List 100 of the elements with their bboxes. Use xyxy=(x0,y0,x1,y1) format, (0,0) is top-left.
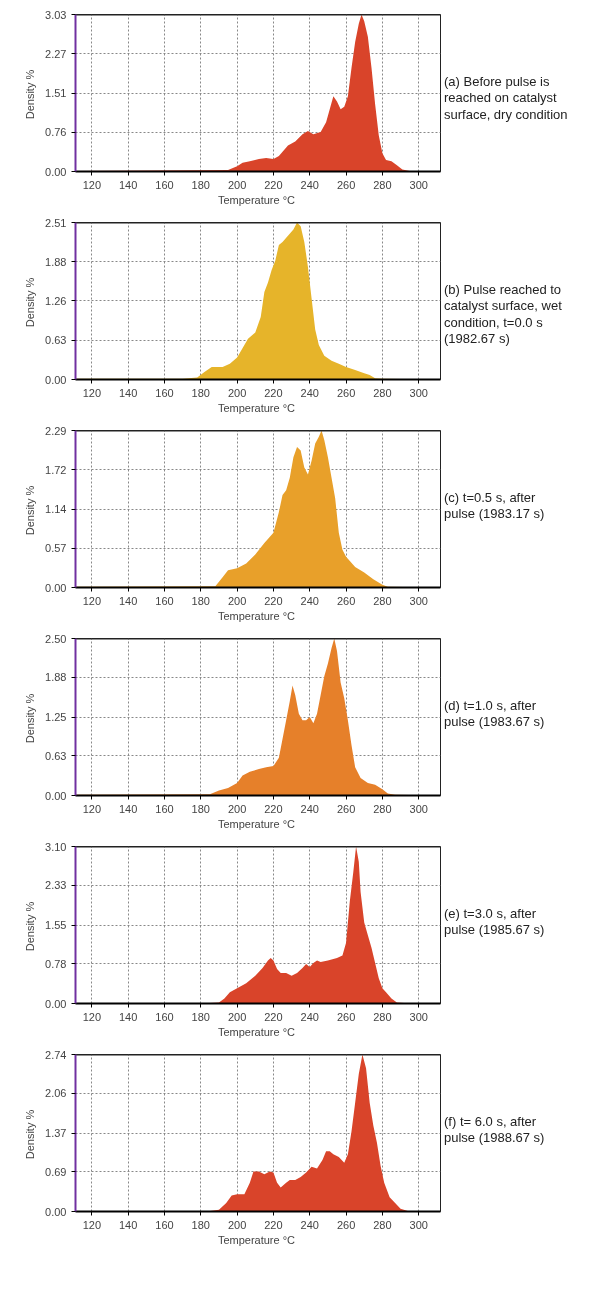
y-axis-title: Density % xyxy=(24,485,37,536)
x-tick-label: 160 xyxy=(155,178,174,191)
y-axis-title: Density % xyxy=(24,1109,37,1160)
x-tick-label: 140 xyxy=(118,1218,138,1231)
x-tick-label: 260 xyxy=(336,1010,356,1023)
y-tick-label: 0.78 xyxy=(45,958,67,970)
y-tick-label: 0.00 xyxy=(45,581,67,594)
x-tick-label: 240 xyxy=(300,1218,319,1231)
x-tick-label: 200 xyxy=(227,594,247,607)
y-tick-label: 3.10 xyxy=(45,840,67,853)
y-tick-label: 1.88 xyxy=(45,671,67,684)
x-tick-label: 140 xyxy=(118,178,138,191)
y-tick-label: 0.00 xyxy=(45,997,67,1010)
x-tick-label: 200 xyxy=(227,178,247,191)
x-tick-label: 220 xyxy=(264,386,283,399)
x-tick-label: 120 xyxy=(82,178,102,191)
x-tick-label: 140 xyxy=(118,594,138,607)
x-tick-label: 240 xyxy=(300,178,319,191)
x-tick-label: 180 xyxy=(191,594,210,607)
x-tick-label: 160 xyxy=(155,386,174,399)
x-tick-label: 140 xyxy=(118,802,138,815)
x-tick-label: 120 xyxy=(82,386,102,399)
y-tick-label: 2.51 xyxy=(45,216,67,229)
x-tick-label: 200 xyxy=(227,1218,247,1231)
y-tick-label: 3.03 xyxy=(45,8,67,21)
y-tick-label: 1.14 xyxy=(45,503,67,516)
x-tick-label: 160 xyxy=(155,1010,174,1023)
text: (e) t=3.0 s, after pulse (1985.67 s) xyxy=(444,906,545,939)
x-tick-label: 240 xyxy=(300,802,319,815)
x-tick-label: 220 xyxy=(264,594,283,607)
y-tick-label: 2.06 xyxy=(45,1087,67,1100)
x-axis-title: Temperature °C xyxy=(217,817,296,830)
x-tick-label: 280 xyxy=(373,386,392,399)
y-tick-label: 2.33 xyxy=(45,879,67,892)
x-tick-label: 120 xyxy=(82,1218,102,1231)
y-tick-label: 1.25 xyxy=(45,711,67,723)
x-tick-label: 280 xyxy=(373,1218,392,1231)
y-tick-label: 0.63 xyxy=(45,334,67,347)
y-tick-label: 2.29 xyxy=(45,424,67,437)
x-tick-label: 300 xyxy=(409,1010,428,1023)
x-tick-label: 180 xyxy=(191,178,210,191)
x-tick-label: 260 xyxy=(336,1218,356,1231)
x-axis-title: Temperature °C xyxy=(217,1025,296,1038)
text: (d) t=1.0 s, after pulse (1983.67 s) xyxy=(444,698,545,731)
y-tick-label: 0.57 xyxy=(45,542,67,555)
x-tick-label: 280 xyxy=(373,594,392,607)
x-axis-title: Temperature °C xyxy=(217,1233,296,1246)
y-tick-label: 2.74 xyxy=(45,1048,67,1061)
x-axis-title: Temperature °C xyxy=(217,609,296,622)
x-tick-label: 160 xyxy=(155,802,174,815)
x-tick-label: 120 xyxy=(82,594,102,607)
x-tick-label: 300 xyxy=(409,802,428,815)
x-tick-label: 180 xyxy=(191,1010,210,1023)
x-tick-label: 140 xyxy=(118,1010,138,1023)
y-tick-label: 2.50 xyxy=(45,632,67,645)
x-tick-label: 220 xyxy=(264,802,283,815)
x-axis-title: Temperature °C xyxy=(217,193,296,206)
x-tick-label: 260 xyxy=(336,386,356,399)
x-tick-label: 180 xyxy=(191,802,210,815)
text: (c) t=0.5 s, after pulse (1983.17 s) xyxy=(444,490,545,523)
y-tick-label: 1.72 xyxy=(45,463,67,476)
y-tick-label: 0.00 xyxy=(45,789,67,802)
x-tick-label: 180 xyxy=(191,386,210,399)
x-tick-label: 280 xyxy=(373,1010,392,1023)
y-tick-label: 1.88 xyxy=(45,255,67,268)
y-tick-label: 2.27 xyxy=(45,47,67,60)
x-axis-title: Temperature °C xyxy=(217,401,296,414)
x-tick-label: 260 xyxy=(336,178,356,191)
x-tick-label: 240 xyxy=(300,594,319,607)
y-tick-label: 1.51 xyxy=(45,87,67,100)
x-tick-label: 260 xyxy=(336,802,356,815)
x-tick-label: 300 xyxy=(409,1218,428,1231)
y-tick-label: 1.26 xyxy=(45,294,67,307)
x-tick-label: 300 xyxy=(409,178,428,191)
y-tick-label: 0.00 xyxy=(45,165,67,178)
y-tick-label: 0.00 xyxy=(45,1205,67,1218)
x-tick-label: 260 xyxy=(336,594,356,607)
x-tick-label: 240 xyxy=(300,386,319,399)
text: (a) Before pulse is reached on catalyst surface, dry condition xyxy=(444,74,568,123)
x-tick-label: 300 xyxy=(409,386,428,399)
x-tick-label: 200 xyxy=(227,386,247,399)
x-tick-label: 120 xyxy=(82,1010,102,1023)
x-tick-label: 140 xyxy=(118,386,138,399)
y-tick-label: 1.37 xyxy=(45,1127,67,1139)
x-tick-label: 160 xyxy=(155,594,174,607)
x-tick-label: 160 xyxy=(155,1218,174,1231)
text: (f) t= 6.0 s, after pulse (1988.67 s) xyxy=(444,1114,545,1147)
y-axis-title: Density % xyxy=(24,69,37,120)
y-tick-label: 1.55 xyxy=(45,919,67,931)
x-tick-label: 220 xyxy=(264,1010,283,1023)
x-tick-label: 200 xyxy=(227,1010,247,1023)
y-axis-title: Density % xyxy=(24,693,37,744)
y-tick-label: 0.69 xyxy=(45,1165,67,1178)
x-tick-label: 280 xyxy=(373,178,392,191)
x-tick-label: 220 xyxy=(264,1218,283,1231)
x-tick-label: 300 xyxy=(409,594,428,607)
x-tick-label: 180 xyxy=(191,1218,210,1231)
x-tick-label: 240 xyxy=(300,1010,319,1023)
y-tick-label: 0.00 xyxy=(45,373,67,386)
y-tick-label: 0.76 xyxy=(45,126,67,139)
